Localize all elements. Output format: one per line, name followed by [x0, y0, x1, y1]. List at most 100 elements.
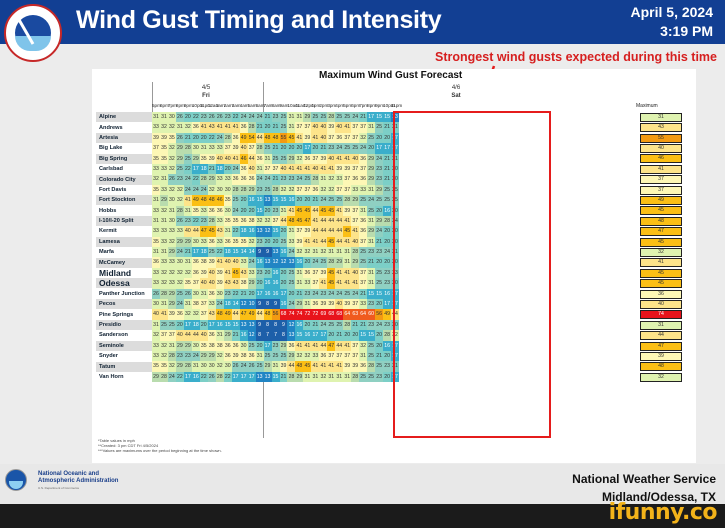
gust-cell: 40: [247, 163, 256, 175]
gust-cell: 25: [335, 112, 344, 123]
gust-cell: 36: [239, 122, 248, 133]
page-title: Wind Gust Timing and Intensity: [76, 6, 442, 34]
gust-cell: 44: [255, 132, 264, 144]
gust-cell: 16: [191, 371, 200, 383]
max-gust-cell: 47: [640, 341, 682, 351]
gust-cell: 28: [159, 288, 168, 300]
gust-cell: 36: [231, 340, 240, 351]
gust-cell: 33: [215, 143, 224, 154]
gust-cell: 29: [351, 195, 360, 206]
gust-cell: 12: [239, 299, 248, 310]
gust-cell: 32: [183, 267, 192, 279]
gust-cell: 29: [303, 112, 312, 123]
gust-cell: 23: [319, 288, 328, 300]
gust-cell: 25: [343, 288, 352, 300]
location-name: Marfa: [99, 249, 114, 256]
table-row: Marfa 31 31 29 24 21 17 18 25 22 18 15 14 14 9 9 13 16 24 3…: [96, 247, 400, 258]
gust-cell: 23: [271, 340, 280, 351]
gust-cell: 16: [263, 278, 272, 289]
location-name: Carlsbad: [99, 166, 123, 173]
gust-cell: 45: [295, 205, 304, 216]
location-name: Midland: [99, 268, 132, 279]
gust-cell: 16: [279, 247, 288, 258]
gust-cell: 33: [159, 184, 168, 196]
gust-cell: 28: [247, 122, 256, 133]
gust-cell: 25: [383, 184, 392, 196]
gust-cell: 41: [231, 153, 240, 164]
gust-cell: 20: [263, 205, 272, 216]
gust-cell: 25: [367, 132, 376, 144]
gust-cell: 37: [159, 330, 168, 341]
hour-label: 8am: [271, 103, 281, 108]
gust-cell: 33: [152, 350, 160, 362]
gust-cell: 44: [311, 205, 320, 216]
gust-cell: 25: [391, 184, 400, 196]
gust-cell: 36: [287, 340, 296, 351]
gust-cell: 31: [367, 122, 376, 133]
gust-cell: 24: [199, 184, 208, 196]
gust-cell: 20: [383, 132, 392, 144]
gust-cell: 23: [375, 174, 384, 185]
gust-cell: 40: [319, 132, 328, 144]
hour-label: 7am: [263, 103, 273, 108]
gust-cell: 31: [311, 247, 320, 258]
gust-cell: 32: [167, 143, 176, 154]
gust-cell: 32: [175, 267, 184, 279]
gust-cell: 23: [375, 163, 384, 175]
gust-cell: 23: [375, 371, 384, 383]
gust-cell: 17: [367, 112, 376, 123]
gust-cell: 33: [359, 299, 368, 310]
gust-cell: 21: [319, 143, 328, 154]
gust-cell: 13: [391, 112, 400, 123]
gust-cell: 25: [359, 371, 368, 383]
gust-cell: 45: [303, 205, 312, 216]
gust-cell: 25: [183, 153, 192, 164]
gust-cell: 31: [287, 112, 296, 123]
gust-cell: 39: [303, 132, 312, 144]
hour-label: 10am: [287, 103, 299, 108]
gust-cell: 37: [247, 143, 256, 154]
gust-cell: 45: [327, 236, 336, 248]
noaa-line3: U.S. Department of Commerce: [38, 486, 80, 490]
gust-cell: 39: [215, 278, 224, 289]
gust-cell: 41: [303, 163, 312, 175]
gust-cell: 37: [343, 184, 352, 196]
gust-cell: 33: [359, 184, 368, 196]
gust-cell: 33: [207, 299, 216, 310]
max-gust-cell: 45: [640, 268, 682, 278]
gust-cell: 33: [303, 278, 312, 289]
gust-cell: 28: [239, 184, 248, 196]
gust-cell: 35: [152, 153, 160, 164]
table-row: Lamesa 35 33 32 29 29 30 33 36 33 36 35 35 32 23 20 20 25…: [96, 236, 400, 248]
table-row: Andrews 33 32 32 31 32 36 41 43 41 41 41 36 28 21 20 21 2…: [96, 122, 400, 133]
gust-cell: 18: [223, 299, 232, 310]
gust-cell: 35: [223, 215, 232, 227]
gust-cell: 30: [152, 299, 160, 310]
gust-cell: 21: [295, 288, 304, 300]
max-gust-cell: 32: [640, 247, 682, 257]
gust-cell: 37: [359, 236, 368, 248]
gust-cell: 15: [255, 195, 264, 206]
gust-cell: 36: [239, 174, 248, 185]
gust-cell: 43: [223, 278, 232, 289]
gust-cell: 39: [159, 132, 168, 144]
noaa-logo-icon: [5, 469, 27, 491]
gust-cell: 31: [199, 143, 208, 154]
gust-cell: 29: [295, 299, 304, 310]
gust-cell: 28: [327, 112, 336, 123]
gust-cell: 23: [271, 205, 280, 216]
gust-cell: 8: [279, 330, 288, 341]
gust-cell: 48: [199, 195, 208, 206]
gust-cell: 41: [335, 361, 344, 372]
watermark-bar: ifunny.co: [0, 500, 725, 528]
gust-cell: 32: [215, 361, 224, 372]
gust-cell: 21: [311, 195, 320, 206]
gust-cell: 39: [207, 153, 216, 164]
gust-cell: 24: [375, 226, 384, 237]
gust-cell: 17: [247, 371, 256, 383]
gust-cell: 36: [231, 132, 240, 144]
gust-cell: 49: [247, 309, 256, 320]
gust-cell: 29: [375, 184, 384, 196]
gust-cell: 16: [279, 299, 288, 310]
gust-cell: 21: [207, 163, 216, 175]
